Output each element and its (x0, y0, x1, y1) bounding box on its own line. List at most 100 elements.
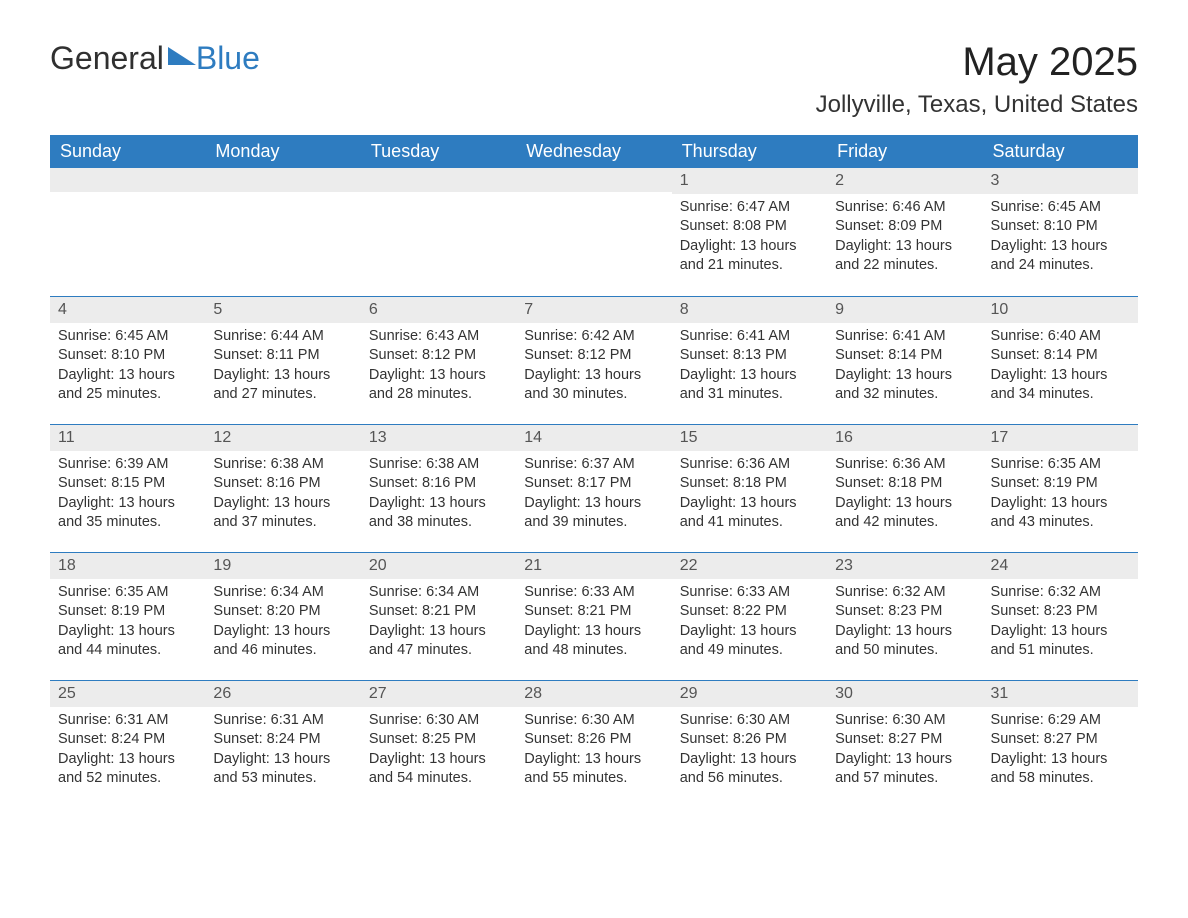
day-number: 20 (361, 553, 516, 579)
day-content: Sunrise: 6:41 AMSunset: 8:13 PMDaylight:… (672, 323, 827, 419)
day-number: 17 (983, 425, 1138, 451)
day-number: 25 (50, 681, 205, 707)
day-cell: 30Sunrise: 6:30 AMSunset: 8:27 PMDayligh… (827, 681, 982, 808)
sunset-text: Sunset: 8:11 PM (213, 346, 352, 366)
sunset-text: Sunset: 8:17 PM (524, 474, 663, 494)
sunrise-text: Sunrise: 6:29 AM (991, 711, 1130, 731)
sunrise-text: Sunrise: 6:45 AM (58, 327, 197, 347)
day-cell: 12Sunrise: 6:38 AMSunset: 8:16 PMDayligh… (205, 425, 360, 552)
daylight-text: Daylight: 13 hours and 21 minutes. (680, 237, 819, 276)
daylight-text: Daylight: 13 hours and 52 minutes. (58, 750, 197, 789)
day-cell (516, 168, 671, 296)
day-number: 9 (827, 297, 982, 323)
sunrise-text: Sunrise: 6:41 AM (680, 327, 819, 347)
sunset-text: Sunset: 8:12 PM (369, 346, 508, 366)
weekday-header: Wednesday (516, 135, 671, 168)
day-content: Sunrise: 6:38 AMSunset: 8:16 PMDaylight:… (361, 451, 516, 547)
day-number: 11 (50, 425, 205, 451)
weekday-header: Thursday (672, 135, 827, 168)
sunset-text: Sunset: 8:18 PM (680, 474, 819, 494)
empty-day-strip (361, 168, 516, 192)
day-content: Sunrise: 6:30 AMSunset: 8:26 PMDaylight:… (516, 707, 671, 803)
week-row: 18Sunrise: 6:35 AMSunset: 8:19 PMDayligh… (50, 552, 1138, 680)
day-cell: 26Sunrise: 6:31 AMSunset: 8:24 PMDayligh… (205, 681, 360, 808)
day-content: Sunrise: 6:34 AMSunset: 8:21 PMDaylight:… (361, 579, 516, 675)
day-cell: 22Sunrise: 6:33 AMSunset: 8:22 PMDayligh… (672, 553, 827, 680)
day-number: 5 (205, 297, 360, 323)
day-content: Sunrise: 6:32 AMSunset: 8:23 PMDaylight:… (827, 579, 982, 675)
day-number: 31 (983, 681, 1138, 707)
daylight-text: Daylight: 13 hours and 54 minutes. (369, 750, 508, 789)
day-content: Sunrise: 6:36 AMSunset: 8:18 PMDaylight:… (827, 451, 982, 547)
sunrise-text: Sunrise: 6:30 AM (369, 711, 508, 731)
daylight-text: Daylight: 13 hours and 58 minutes. (991, 750, 1130, 789)
sunset-text: Sunset: 8:15 PM (58, 474, 197, 494)
day-number: 6 (361, 297, 516, 323)
day-cell: 5Sunrise: 6:44 AMSunset: 8:11 PMDaylight… (205, 297, 360, 424)
weekday-header: Sunday (50, 135, 205, 168)
day-cell: 6Sunrise: 6:43 AMSunset: 8:12 PMDaylight… (361, 297, 516, 424)
day-number: 14 (516, 425, 671, 451)
day-cell: 13Sunrise: 6:38 AMSunset: 8:16 PMDayligh… (361, 425, 516, 552)
day-content: Sunrise: 6:43 AMSunset: 8:12 PMDaylight:… (361, 323, 516, 419)
day-cell: 14Sunrise: 6:37 AMSunset: 8:17 PMDayligh… (516, 425, 671, 552)
day-cell: 11Sunrise: 6:39 AMSunset: 8:15 PMDayligh… (50, 425, 205, 552)
sunrise-text: Sunrise: 6:38 AM (369, 455, 508, 475)
sunrise-text: Sunrise: 6:35 AM (991, 455, 1130, 475)
sunrise-text: Sunrise: 6:47 AM (680, 198, 819, 218)
month-title: May 2025 (816, 40, 1138, 85)
daylight-text: Daylight: 13 hours and 35 minutes. (58, 494, 197, 533)
daylight-text: Daylight: 13 hours and 34 minutes. (991, 366, 1130, 405)
day-cell: 31 Sunrise: 6:29 AMSunset: 8:27 PMDayligh… (983, 681, 1138, 808)
sunset-text: Sunset: 8:12 PM (524, 346, 663, 366)
day-cell: 24Sunrise: 6:32 AMSunset: 8:23 PMDayligh… (983, 553, 1138, 680)
daylight-text: Daylight: 13 hours and 31 minutes. (680, 366, 819, 405)
sunrise-text: Sunrise: 6:42 AM (524, 327, 663, 347)
day-content: Sunrise: 6:39 AMSunset: 8:15 PMDaylight:… (50, 451, 205, 547)
daylight-text: Daylight: 13 hours and 55 minutes. (524, 750, 663, 789)
sunrise-text: Sunrise: 6:38 AM (213, 455, 352, 475)
day-cell: 29Sunrise: 6:30 AMSunset: 8:26 PMDayligh… (672, 681, 827, 808)
daylight-text: Daylight: 13 hours and 48 minutes. (524, 622, 663, 661)
sunrise-text: Sunrise: 6:34 AM (213, 583, 352, 603)
sunrise-text: Sunrise: 6:37 AM (524, 455, 663, 475)
sunset-text: Sunset: 8:25 PM (369, 730, 508, 750)
empty-day-strip (50, 168, 205, 192)
day-content: Sunrise: 6:30 AMSunset: 8:27 PMDaylight:… (827, 707, 982, 803)
header: General Blue May 2025 Jollyville, Texas,… (50, 40, 1138, 119)
day-content: Sunrise: 6:30 AMSunset: 8:26 PMDaylight:… (672, 707, 827, 803)
day-number: 29 (672, 681, 827, 707)
week-row: 25Sunrise: 6:31 AMSunset: 8:24 PMDayligh… (50, 680, 1138, 808)
day-cell: 4Sunrise: 6:45 AMSunset: 8:10 PMDaylight… (50, 297, 205, 424)
sunset-text: Sunset: 8:26 PM (524, 730, 663, 750)
sunset-text: Sunset: 8:22 PM (680, 602, 819, 622)
sunset-text: Sunset: 8:08 PM (680, 217, 819, 237)
sunset-text: Sunset: 8:19 PM (991, 474, 1130, 494)
day-cell (361, 168, 516, 296)
day-content: Sunrise: 6:46 AMSunset: 8:09 PMDaylight:… (827, 194, 982, 290)
sunset-text: Sunset: 8:09 PM (835, 217, 974, 237)
day-cell: 20Sunrise: 6:34 AMSunset: 8:21 PMDayligh… (361, 553, 516, 680)
day-number: 7 (516, 297, 671, 323)
sunset-text: Sunset: 8:16 PM (213, 474, 352, 494)
day-content: Sunrise: 6:31 AMSunset: 8:24 PMDaylight:… (50, 707, 205, 803)
sunrise-text: Sunrise: 6:46 AM (835, 198, 974, 218)
daylight-text: Daylight: 13 hours and 44 minutes. (58, 622, 197, 661)
sunrise-text: Sunrise: 6:40 AM (991, 327, 1130, 347)
sunrise-text: Sunrise: 6:34 AM (369, 583, 508, 603)
sunset-text: Sunset: 8:23 PM (835, 602, 974, 622)
day-content: Sunrise: 6:45 AMSunset: 8:10 PMDaylight:… (50, 323, 205, 419)
logo: General Blue (50, 40, 260, 77)
day-cell: 7Sunrise: 6:42 AMSunset: 8:12 PMDaylight… (516, 297, 671, 424)
daylight-text: Daylight: 13 hours and 46 minutes. (213, 622, 352, 661)
sunset-text: Sunset: 8:27 PM (991, 730, 1130, 750)
sunrise-text: Sunrise: 6:31 AM (213, 711, 352, 731)
day-number: 10 (983, 297, 1138, 323)
location-text: Jollyville, Texas, United States (816, 91, 1138, 119)
day-content: Sunrise: 6:36 AMSunset: 8:18 PMDaylight:… (672, 451, 827, 547)
sunset-text: Sunset: 8:21 PM (524, 602, 663, 622)
day-cell: 21Sunrise: 6:33 AMSunset: 8:21 PMDayligh… (516, 553, 671, 680)
day-content: Sunrise: 6:30 AMSunset: 8:25 PMDaylight:… (361, 707, 516, 803)
day-cell: 23Sunrise: 6:32 AMSunset: 8:23 PMDayligh… (827, 553, 982, 680)
sunrise-text: Sunrise: 6:32 AM (991, 583, 1130, 603)
